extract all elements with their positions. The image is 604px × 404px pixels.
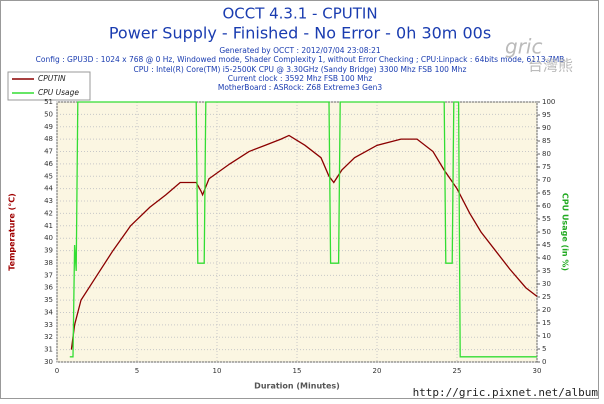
- info-line: MotherBoard : ASRock: Z68 Extreme3 Gen3: [218, 83, 382, 92]
- y2-tick-label: 50: [542, 228, 551, 236]
- x-tick-label: 25: [453, 367, 462, 375]
- info-line: Generated by OCCT : 2012/07/04 23:08:21: [219, 46, 381, 55]
- y2-tick-label: 0: [542, 358, 546, 366]
- watermark-url: http://gric.pixnet.net/album: [413, 386, 599, 399]
- y2-tick-label: 95: [542, 111, 551, 119]
- y2-axis-label: CPU Usage (in %): [561, 193, 570, 271]
- y2-tick-label: 10: [542, 332, 551, 340]
- y2-tick-label: 45: [542, 241, 551, 249]
- y-tick-label: 32: [44, 333, 53, 341]
- x-axis-label: Duration (Minutes): [254, 382, 340, 391]
- y-tick-label: 40: [44, 234, 53, 242]
- legend-label: CPUTIN: [38, 74, 66, 83]
- chart-subtitle: Power Supply - Finished - No Error - 0h …: [109, 24, 491, 43]
- x-tick-label: 30: [533, 367, 542, 375]
- y2-tick-label: 55: [542, 215, 551, 223]
- y-tick-label: 38: [44, 259, 53, 267]
- info-line: CPU : Intel(R) Core(TM) i5-2500K CPU @ 3…: [134, 65, 467, 74]
- x-tick-label: 15: [293, 367, 302, 375]
- data-line: [69, 101, 537, 358]
- y2-tick-label: 70: [542, 176, 551, 184]
- watermark-logo: gric: [505, 35, 542, 59]
- y2-tick-label: 20: [542, 306, 551, 314]
- y-tick-label: 43: [44, 197, 53, 205]
- y-tick-label: 48: [44, 135, 53, 143]
- info-line: Current clock : 3592 Mhz FSB 100 Mhz: [228, 74, 373, 83]
- y-tick-label: 33: [44, 321, 53, 329]
- y-tick-label: 51: [44, 98, 53, 106]
- y2-tick-label: 60: [542, 202, 551, 210]
- y2-tick-label: 90: [542, 124, 551, 132]
- x-tick-label: 5: [135, 367, 139, 375]
- legend: [7, 71, 91, 101]
- x-tick-label: 10: [213, 367, 222, 375]
- y-tick-label: 50: [44, 110, 53, 118]
- y2-tick-label: 100: [542, 98, 555, 106]
- y-tick-label: 44: [44, 185, 53, 193]
- y-tick-label: 39: [44, 247, 53, 255]
- x-tick-label: 0: [55, 367, 59, 375]
- y-tick-label: 41: [44, 222, 53, 230]
- y-tick-label: 42: [44, 209, 53, 217]
- x-tick-label: 20: [373, 367, 382, 375]
- y2-tick-label: 15: [542, 319, 551, 327]
- y2-tick-label: 85: [542, 137, 551, 145]
- watermark-logo-cjk: 台灣熊: [528, 57, 573, 75]
- legend-label: CPU Usage: [38, 88, 79, 97]
- chart-title: OCCT 4.3.1 - CPUTIN: [222, 5, 377, 23]
- y2-tick-label: 40: [542, 254, 551, 262]
- y2-tick-label: 65: [542, 189, 551, 197]
- y-tick-label: 31: [44, 346, 53, 354]
- y2-tick-label: 30: [542, 280, 551, 288]
- info-line: Config : GPU3D : 1024 x 768 @ 0 Hz, Wind…: [36, 55, 565, 64]
- y-tick-label: 34: [44, 308, 53, 316]
- y2-tick-label: 5: [542, 345, 546, 353]
- y2-tick-label: 25: [542, 293, 551, 301]
- y-tick-label: 36: [44, 284, 53, 292]
- y-tick-label: 35: [44, 296, 53, 304]
- y-tick-label: 37: [44, 271, 53, 279]
- y-tick-label: 47: [44, 148, 53, 156]
- y2-tick-label: 35: [542, 267, 551, 275]
- y-tick-label: 49: [44, 123, 53, 131]
- y-tick-label: 46: [44, 160, 53, 168]
- y2-tick-label: 75: [542, 163, 551, 171]
- y2-tick-label: 80: [542, 150, 551, 158]
- y-tick-label: 30: [44, 358, 53, 366]
- y-axis-label: Temperature (°C): [8, 193, 17, 271]
- y-tick-label: 45: [44, 172, 53, 180]
